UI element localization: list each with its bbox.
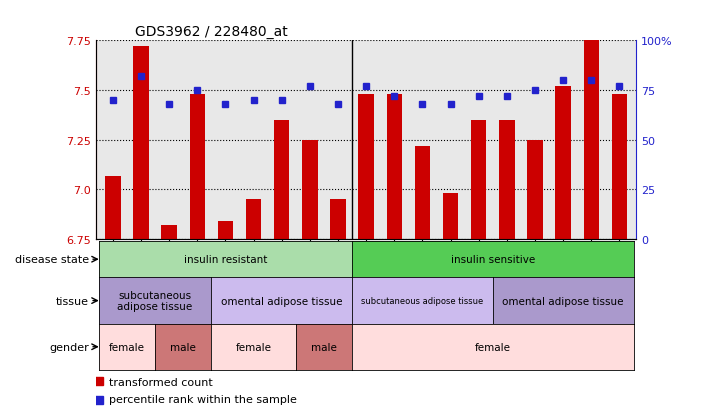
Bar [415,146,430,240]
Text: omental adipose tissue: omental adipose tissue [503,296,624,306]
Bar [499,121,515,240]
Text: omental adipose tissue: omental adipose tissue [221,296,343,306]
Bar [218,222,233,240]
Bar [528,140,542,240]
Text: insulin sensitive: insulin sensitive [451,254,535,265]
Text: tissue: tissue [56,296,89,306]
Bar [190,95,205,240]
Text: gender: gender [49,342,89,352]
Text: male: male [311,342,337,352]
Bar [443,194,459,240]
Bar [302,140,318,240]
Bar [584,37,599,240]
Bar [387,95,402,240]
Bar [133,47,149,240]
Bar [105,176,121,240]
Text: female: female [235,342,272,352]
Bar [358,95,374,240]
Bar [331,200,346,240]
Text: percentile rank within the sample: percentile rank within the sample [109,394,296,404]
Bar [555,87,571,240]
Text: female: female [109,342,145,352]
Text: GDS3962 / 228480_at: GDS3962 / 228480_at [135,25,288,39]
Bar [611,95,627,240]
Bar [246,200,262,240]
Text: disease state: disease state [15,254,89,265]
Bar [274,121,289,240]
Text: insulin resistant: insulin resistant [183,254,267,265]
Text: female: female [475,342,510,352]
Text: male: male [171,342,196,352]
Text: subcutaneous adipose tissue: subcutaneous adipose tissue [361,297,483,305]
Text: transformed count: transformed count [109,377,213,387]
Bar [471,121,486,240]
Bar [161,225,177,240]
Text: subcutaneous
adipose tissue: subcutaneous adipose tissue [117,290,193,312]
